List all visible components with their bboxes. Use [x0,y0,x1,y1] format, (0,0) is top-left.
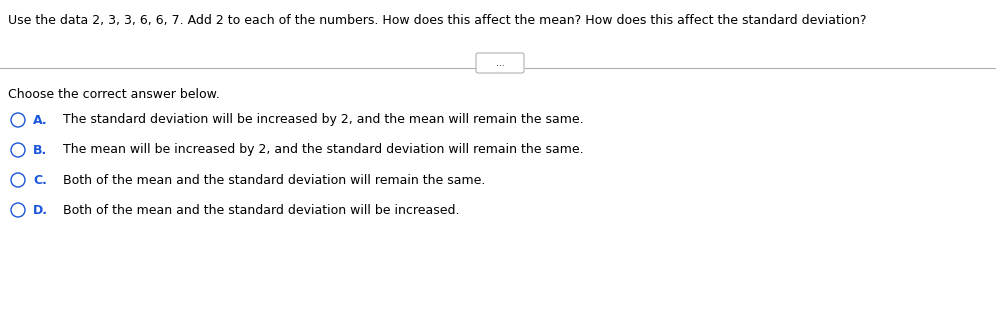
Text: C.: C. [33,173,47,187]
Text: The mean will be increased by 2, and the standard deviation will remain the same: The mean will be increased by 2, and the… [55,144,584,156]
Text: B.: B. [33,144,47,156]
FancyBboxPatch shape [476,53,524,73]
Circle shape [11,173,25,187]
Text: The standard deviation will be increased by 2, and the mean will remain the same: The standard deviation will be increased… [55,113,584,126]
Circle shape [11,113,25,127]
Text: Choose the correct answer below.: Choose the correct answer below. [8,88,220,101]
Text: Both of the mean and the standard deviation will be increased.: Both of the mean and the standard deviat… [55,203,459,216]
Text: A.: A. [33,113,48,126]
Text: Both of the mean and the standard deviation will remain the same.: Both of the mean and the standard deviat… [55,173,485,187]
Circle shape [11,203,25,217]
Circle shape [11,143,25,157]
Text: Use the data 2, 3, 3, 6, 6, 7. Add 2 to each of the numbers. How does this affec: Use the data 2, 3, 3, 6, 6, 7. Add 2 to … [8,14,867,27]
Text: ...: ... [496,59,504,67]
Text: D.: D. [33,203,48,216]
